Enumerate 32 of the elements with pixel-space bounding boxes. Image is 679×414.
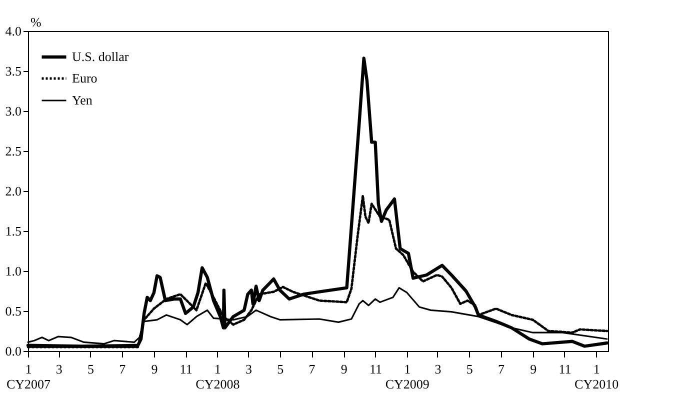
x-tick-label: 7 [498, 362, 505, 376]
x-tick-label: 3 [434, 362, 442, 376]
x-tick-label: 3 [246, 362, 252, 376]
legend-label: U.S. dollar [72, 49, 130, 64]
y-tick-label: 3.0 [5, 104, 22, 118]
y-tick-label: 4.0 [5, 24, 22, 38]
y-tick-label: 3.5 [5, 64, 22, 78]
y-tick-label: 0.5 [5, 304, 22, 318]
x-tick-label: 5 [466, 362, 473, 376]
x-tick-label: 11 [558, 362, 572, 376]
legend-label: Euro [72, 70, 98, 86]
x-tick-label: 1 CY2007 [6, 362, 52, 392]
x-tick-label: 9 [151, 362, 158, 376]
y-tick-label: 1.0 [5, 264, 22, 278]
x-tick-label: 7 [308, 362, 316, 376]
y-tick-label: 2.0 [5, 184, 22, 198]
y-tick-label: 1.5 [5, 224, 22, 238]
x-tick-label: 1 CY2008 [196, 362, 240, 392]
x-tick-label: 7 [119, 362, 126, 376]
x-tick-label: 9 [340, 362, 348, 376]
y-axis-title: % [30, 14, 42, 30]
y-tick-label: 2.5 [5, 144, 22, 158]
legend-label: Yen [72, 92, 93, 108]
x-tick-label: 1 CY2009 [385, 362, 430, 392]
x-tick-label: 5 [277, 362, 284, 376]
x-tick-label: 5 [87, 362, 94, 376]
y-tick-label: 0.0 [5, 344, 22, 358]
x-tick-label: 9 [530, 362, 537, 376]
x-tick-label: 11 [370, 362, 382, 376]
x-tick-label: 3 [56, 362, 62, 376]
x-tick-label: 11 [180, 362, 192, 376]
x-tick-label: 1 CY2010 [574, 362, 619, 392]
